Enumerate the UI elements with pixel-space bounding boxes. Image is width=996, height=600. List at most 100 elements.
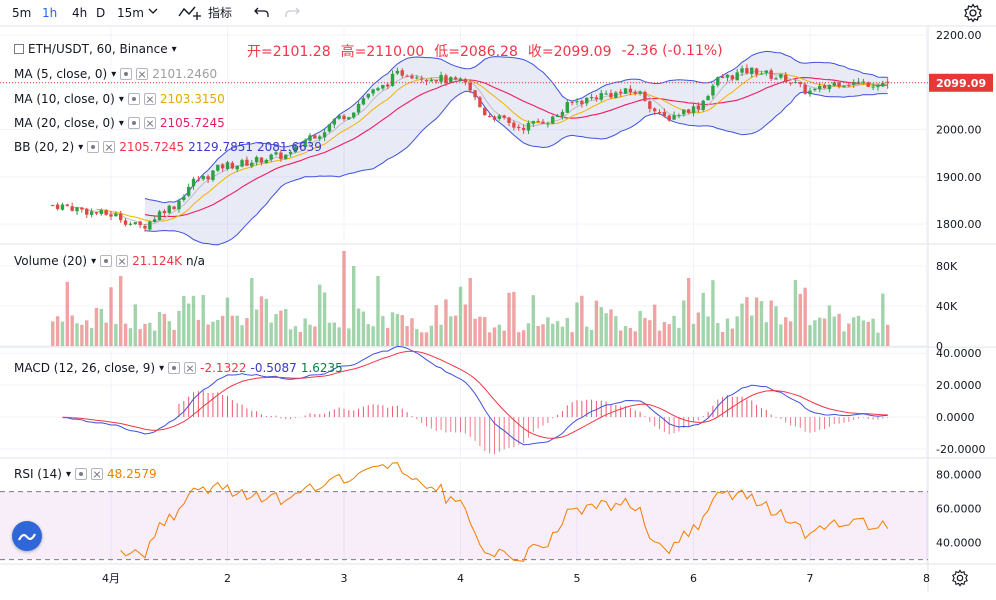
volume-chevron-icon[interactable]: ▾ — [91, 255, 97, 267]
candle-body — [419, 78, 424, 80]
volume-bar-77 — [424, 332, 429, 346]
macd-label[interactable]: MACD (12, 26, close, 9) — [14, 361, 156, 375]
candle-body — [691, 106, 696, 114]
interval-4h-button[interactable]: 4h — [72, 6, 88, 20]
bb-eye-icon[interactable] — [87, 141, 100, 153]
candle-body — [332, 119, 336, 125]
candle-30 — [196, 175, 201, 182]
ma5-chevron-icon[interactable]: ▾ — [111, 68, 117, 80]
ma5-label[interactable]: MA (5, close, 0) — [14, 67, 108, 81]
candle-121 — [638, 90, 642, 96]
candle-55 — [318, 134, 322, 142]
volume-bar-95 — [512, 291, 516, 346]
ma20-chevron-icon[interactable]: ▾ — [118, 117, 124, 129]
bb-label[interactable]: BB (20, 2) — [14, 140, 75, 154]
chevron-down-icon[interactable] — [148, 5, 158, 15]
candle-132 — [691, 102, 696, 117]
bottom-settings-icon[interactable] — [951, 569, 969, 587]
indicators-icon[interactable] — [178, 4, 204, 22]
indicators-button[interactable]: 指标 — [208, 6, 233, 20]
volume-bar-140 — [730, 328, 735, 346]
interval-d-button[interactable]: D — [96, 6, 106, 20]
rsi-band-fill — [0, 491, 928, 560]
volume-bar-147 — [764, 322, 769, 346]
candle-body — [361, 98, 366, 105]
time-axis-label-6: 7 — [807, 572, 814, 585]
ma5-eye-icon[interactable] — [120, 68, 133, 80]
candle-body — [254, 157, 259, 162]
volume-bar-23 — [162, 313, 167, 346]
candle-body — [225, 162, 230, 169]
volume-bar-57 — [327, 322, 332, 346]
symbol-chevron-icon[interactable]: ▾ — [171, 43, 177, 55]
candle-body — [439, 75, 443, 82]
volume-close-icon[interactable] — [116, 255, 129, 267]
rsi-label[interactable]: RSI (14) — [14, 467, 62, 481]
volume-bar-61 — [347, 328, 351, 346]
redo-icon[interactable] — [284, 5, 300, 19]
macd-chevron-icon[interactable]: ▾ — [159, 362, 165, 374]
interval-1h-button[interactable]: 1h — [42, 6, 58, 20]
macd-close-icon[interactable] — [184, 362, 197, 374]
rsi-close-icon[interactable] — [90, 468, 103, 480]
rsi-chevron-icon[interactable]: ▾ — [65, 468, 71, 480]
candle-body — [788, 82, 793, 84]
candle-body — [162, 210, 167, 214]
collapse-icon[interactable] — [14, 44, 24, 54]
candle-15 — [123, 218, 128, 227]
volume-bar-75 — [415, 329, 419, 346]
volume-bar-128 — [672, 315, 676, 346]
candle-body — [123, 220, 128, 225]
candle-68 — [381, 84, 385, 91]
bb-chevron-icon[interactable]: ▾ — [78, 141, 84, 153]
bb-close-icon[interactable] — [103, 141, 116, 153]
ma10-label[interactable]: MA (10, close, 0) — [14, 92, 115, 106]
candle-body — [536, 121, 540, 123]
candle-76 — [419, 75, 424, 83]
rsi-eye-icon[interactable] — [74, 468, 87, 480]
candle-25 — [172, 205, 176, 211]
macd-eye-icon[interactable] — [168, 362, 181, 374]
symbol-label[interactable]: ETH/USDT, 60, Binance — [28, 42, 168, 56]
ma10-close-icon[interactable] — [143, 93, 156, 105]
ma20-value: 2105.7245 — [159, 116, 225, 130]
ma10-chevron-icon[interactable]: ▾ — [118, 93, 124, 105]
volume-bar-83 — [453, 315, 458, 346]
volume-bar-153 — [793, 280, 798, 346]
candle-body — [434, 79, 438, 82]
tradingview-logo-icon[interactable] — [12, 521, 42, 551]
settings-gear-icon[interactable] — [963, 3, 983, 23]
ma5-close-icon[interactable] — [136, 68, 149, 80]
ma10-eye-icon[interactable] — [127, 93, 140, 105]
bollinger-lower-line — [144, 90, 888, 246]
ma20-close-icon[interactable] — [143, 117, 156, 129]
interval-5m-button[interactable]: 5m — [12, 6, 32, 20]
ma20-label[interactable]: MA (20, close, 0) — [14, 116, 115, 130]
candle-body — [308, 135, 312, 141]
candle-9 — [94, 211, 99, 216]
symbol-legend: ETH/USDT, 60, Binance ▾ — [14, 42, 177, 56]
candle-body — [618, 91, 623, 94]
candle-152 — [788, 82, 793, 86]
candle-body — [818, 85, 822, 90]
volume-label[interactable]: Volume (20) — [14, 254, 88, 268]
volume-bar-123 — [648, 320, 652, 346]
candle-114 — [604, 90, 608, 95]
candle-150 — [779, 73, 783, 80]
undo-icon[interactable] — [254, 5, 270, 19]
change-value: -2.36 (-0.11%) — [621, 43, 723, 59]
candle-body — [779, 74, 783, 78]
volume-bar-52 — [303, 318, 307, 346]
ma20-eye-icon[interactable] — [127, 117, 140, 129]
candle-body — [745, 68, 749, 74]
interval-15m-button[interactable]: 15m — [117, 6, 144, 20]
volume-eye-icon[interactable] — [100, 255, 113, 267]
candle-17 — [133, 222, 137, 225]
candle-111 — [589, 93, 594, 101]
volume-bar-3 — [65, 281, 70, 346]
candle-body — [55, 204, 60, 209]
candle-48 — [284, 154, 288, 160]
candle-37 — [230, 161, 235, 170]
candle-body — [686, 109, 691, 114]
